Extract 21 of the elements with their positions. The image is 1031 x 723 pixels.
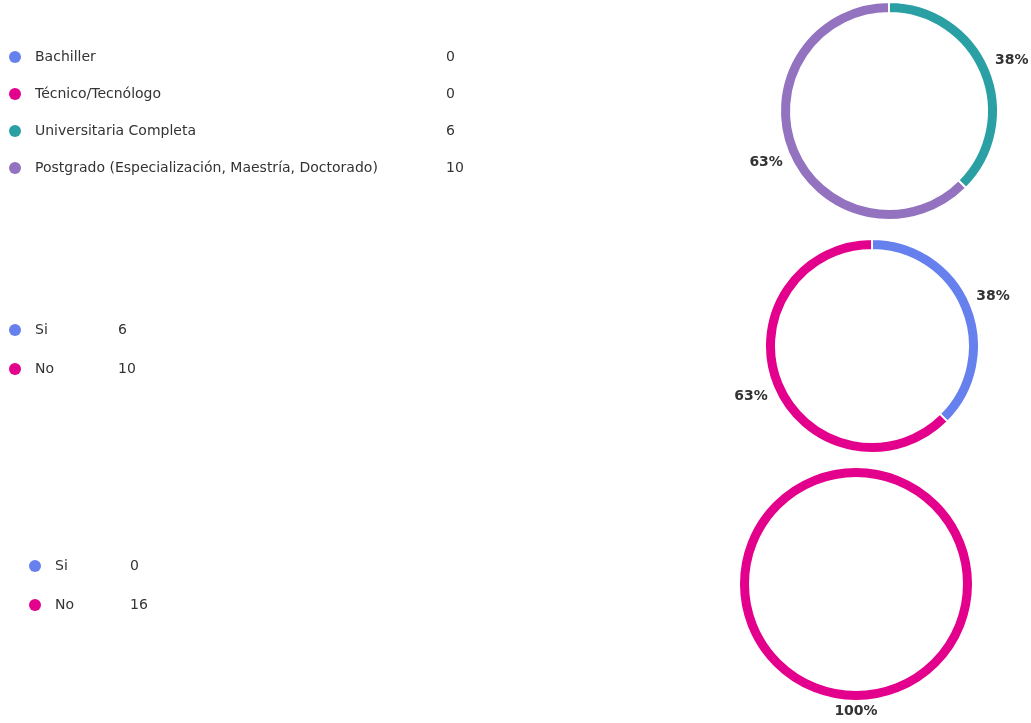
text: 6	[446, 122, 455, 138]
text: 10	[118, 360, 136, 376]
legend-label: Universitaria Completa	[35, 122, 197, 138]
legend-label: Si	[35, 321, 48, 337]
text: 0	[446, 48, 455, 64]
text: 10	[446, 159, 464, 175]
legend-label: Si	[55, 557, 68, 573]
data-label: 63%	[749, 152, 783, 169]
text: 16	[130, 596, 148, 612]
data-label: 100%	[834, 702, 878, 718]
data-label: 38%	[976, 286, 1010, 303]
data-label: 63%	[734, 387, 768, 404]
text: 0	[446, 85, 455, 101]
legend-label: No	[35, 360, 55, 376]
text: 0	[130, 557, 139, 573]
text: 6	[118, 321, 127, 337]
data-label: 38%	[995, 51, 1029, 68]
legend-label: No	[55, 596, 75, 612]
legend-label: Postgrado (Especialización, Maestría, Doctorado)	[35, 159, 378, 175]
legend-label: Bachiller	[35, 48, 97, 64]
legend-label: Técnico/Tecnólogo	[34, 85, 162, 101]
